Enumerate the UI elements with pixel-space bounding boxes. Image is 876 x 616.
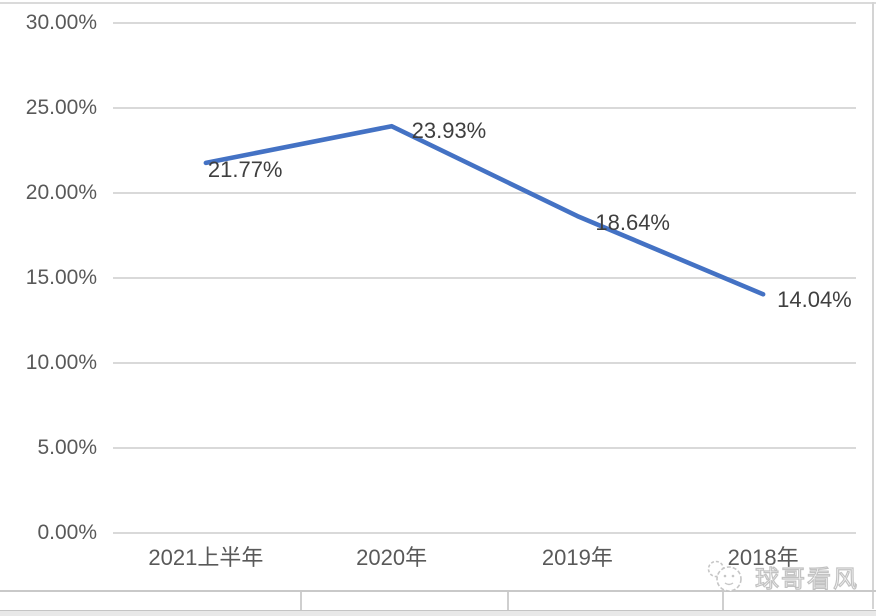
gridline [113,362,856,364]
data-point-label: 14.04% [777,287,852,313]
x-axis-category-label: 2019年 [541,545,613,570]
page-top-border [0,2,876,4]
gridline [113,192,856,194]
y-axis-tick-label: 20.00% [25,181,97,204]
gridline [113,447,856,449]
gridline [113,107,856,109]
x-axis-category-label: 2018年 [727,545,799,570]
data-point-label: 23.93% [411,118,487,144]
y-axis-tick-label: 5.00% [37,436,97,459]
gridline [113,22,856,24]
x-axis-category-label: 2021上半年 [148,545,264,570]
x-axis-category-label: 2020年 [356,545,428,570]
data-point-label: 18.64% [595,210,670,236]
table-cell-border [300,592,302,610]
data-point-label: 21.77% [207,156,283,182]
trend-line [203,123,766,297]
page-right-border [872,2,874,609]
y-axis-tick-label: 15.00% [25,266,97,289]
gridline [113,532,856,534]
table-row-strip [0,610,876,616]
gridline [113,277,856,279]
table-cell-border [722,592,724,610]
table-top-border [0,590,876,592]
y-axis-tick-label: 0.00% [37,521,97,544]
y-axis-tick-label: 30.00% [25,11,97,34]
y-axis-tick-label: 10.00% [25,351,97,374]
table-cell-border [507,592,509,610]
y-axis-tick-label: 25.00% [25,96,97,119]
